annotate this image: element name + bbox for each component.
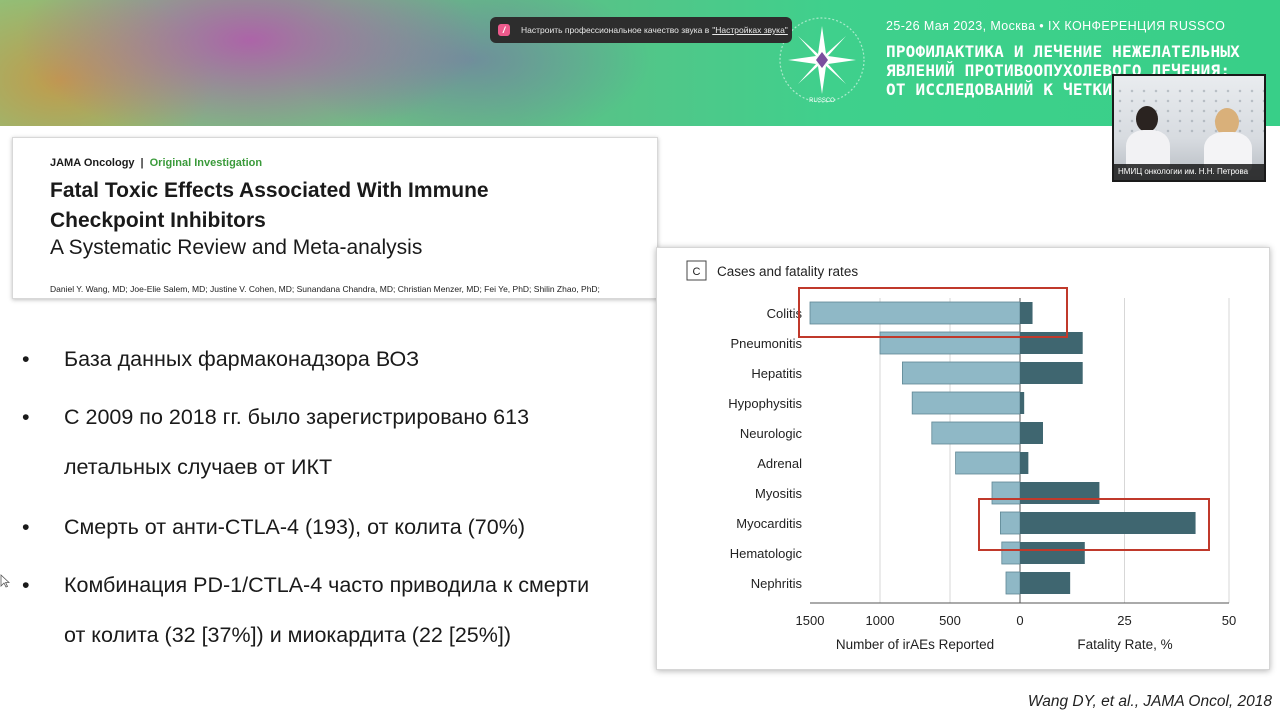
x-tick-label: 50 <box>1222 613 1236 628</box>
category-label: Adrenal <box>757 456 802 471</box>
bullet-text: Смерть от анти-CTLA-4 (193), от колита (… <box>64 515 525 539</box>
panel-letter: C <box>693 266 701 278</box>
irae-bar <box>955 451 1021 475</box>
article-header: JAMA Oncology | Original Investigation Fat… <box>12 137 658 299</box>
category-label: Colitis <box>767 306 803 321</box>
category-label: Pneumonitis <box>730 336 802 351</box>
irae-bar <box>911 391 1021 415</box>
fatality-bar <box>1020 542 1085 564</box>
app-icon: / <box>498 24 510 36</box>
speaker-video-thumbnail[interactable]: НМИЦ онкологии им. Н.Н. Петрова <box>1112 74 1266 182</box>
fatality-bar <box>1020 452 1029 474</box>
journal-name: JAMA Oncology <box>50 157 135 169</box>
category-label: Neurologic <box>740 426 803 441</box>
article-authors: Daniel Y. Wang, MD; Joe-Elie Salem, MD; … <box>50 284 600 294</box>
bullet-symbol: • <box>22 347 30 371</box>
irae-bar <box>991 481 1021 505</box>
bullet-text: База данных фармаконадзора ВОЗ <box>64 347 420 371</box>
myocarditis-highlight-box <box>978 498 1210 551</box>
bullet-symbol: • <box>22 515 30 539</box>
speaker-avatar <box>1215 108 1239 136</box>
left-axis-label: Number of irAEs Reported <box>836 637 994 652</box>
journal-line: JAMA Oncology | Original Investigation <box>50 157 262 169</box>
article-title: Fatal Toxic Effects Associated With Immu… <box>50 176 489 236</box>
fatality-bar <box>1020 362 1083 384</box>
x-tick-label: 1000 <box>866 613 895 628</box>
bullet-text: Комбинация PD-1/CTLA-4 часто приводила к… <box>64 573 590 647</box>
category-label: Nephritis <box>751 576 803 591</box>
irae-bar <box>999 511 1021 535</box>
conference-title-line: ОТ ИССЛЕДОВАНИЙ К ЧЕТКИМ Р <box>886 80 1142 99</box>
x-tick-label: 0 <box>1016 613 1023 628</box>
fatality-bar <box>1020 422 1043 444</box>
category-label: Hypophysitis <box>728 396 802 411</box>
category-label: Myocarditis <box>736 516 802 531</box>
article-title-line: Checkpoint Inhibitors <box>50 209 266 232</box>
bullet-symbol: • <box>22 405 30 429</box>
bullet-symbol: • <box>22 573 30 597</box>
logo-text: RUSSCO <box>809 98 835 104</box>
mouse-cursor-icon <box>0 574 10 588</box>
citation-credit: Wang DY, et al., JAMA Oncol, 2018 <box>1027 693 1272 710</box>
video-caption: НМИЦ онкологии им. Н.Н. Петрова <box>1114 164 1264 180</box>
conference-date: 25-26 Мая 2023, Москва • IX КОНФЕРЕНЦИЯ … <box>886 19 1226 33</box>
speaker-body <box>1126 130 1170 170</box>
irae-bar <box>901 361 1021 385</box>
fatality-bar <box>1020 392 1025 414</box>
category-label: Hematologic <box>730 546 803 561</box>
article-title-line: Fatal Toxic Effects Associated With Immu… <box>50 179 489 202</box>
fatality-bar <box>1020 512 1196 534</box>
notification-text: Настроить профессиональное качество звук… <box>521 25 710 35</box>
x-tick-label: 1500 <box>796 613 825 628</box>
article-type: Original Investigation <box>149 157 263 169</box>
x-tick-label: 500 <box>939 613 961 628</box>
irae-bar <box>809 301 1021 325</box>
irae-bar <box>1001 541 1021 565</box>
right-axis-label: Fatality Rate, % <box>1077 637 1172 652</box>
panel-letter-box <box>686 260 707 281</box>
category-label: Myositis <box>755 486 802 501</box>
speaker-avatar <box>1136 106 1158 132</box>
cases-fatality-chart: C Cases and fatality rates Colitis Pneumoni… <box>686 260 1236 652</box>
irae-bar <box>879 331 1021 355</box>
audio-settings-notification[interactable]: / Настроить профессиональное качество зв… <box>490 17 792 43</box>
snowflake-star-logo: RUSSCO <box>779 17 865 104</box>
irae-bar <box>1005 571 1021 595</box>
journal-separator: | <box>140 157 144 169</box>
fatality-bar <box>1020 302 1033 324</box>
irae-bar <box>931 421 1021 445</box>
bullet-text: С 2009 по 2018 гг. было зарегистрировано… <box>64 405 530 479</box>
colitis-highlight-box <box>798 287 1068 338</box>
audio-settings-link[interactable]: "Настройках звука" <box>712 25 788 35</box>
category-label: Hepatitis <box>751 366 802 381</box>
fatality-bar <box>1020 332 1083 354</box>
article-subtitle: A Systematic Review and Meta-analysis <box>50 236 423 259</box>
chart-title: Cases and fatality rates <box>717 264 858 279</box>
fatality-bar <box>1020 572 1071 594</box>
chart-panel: C Cases and fatality rates Colitis Pneumoni… <box>656 247 1270 670</box>
x-tick-label: 25 <box>1117 613 1131 628</box>
conference-title-line: ПРОФИЛАКТИКА И ЛЕЧЕНИЕ НЕЖЕЛАТЕЛЬНЫХ <box>886 42 1240 61</box>
fatality-bar <box>1020 482 1100 504</box>
